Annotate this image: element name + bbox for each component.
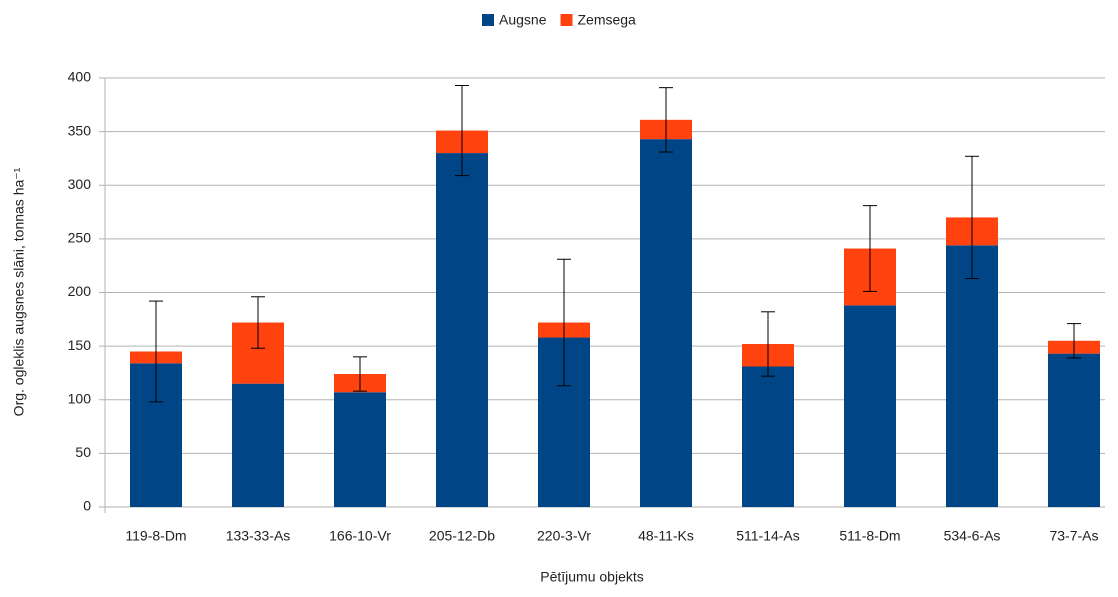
bar-segment [640,139,692,507]
error-bar [353,356,367,392]
bar-segment [436,153,488,507]
bar-segment [946,245,998,507]
legend-swatch [482,14,494,26]
error-bar [965,155,979,280]
error-bar [149,300,163,403]
x-tick-label: 220-3-Vr [537,528,591,544]
error-bar [863,205,877,292]
error-bar [557,258,571,387]
bar-segment [1048,353,1100,507]
x-tick-label: 534-6-As [944,528,1001,544]
bar-segment [232,383,284,507]
x-tick-label: 119-8-Dm [125,528,186,544]
y-tick-label: 250 [68,230,92,246]
x-tick-label: 511-14-As [736,528,800,544]
error-bar [761,311,775,377]
x-tick-label: 166-10-Vr [329,528,391,544]
y-tick-label: 0 [83,498,91,514]
legend-label: Zemsega [577,12,636,28]
legend-swatch [560,14,573,26]
error-bar [455,85,469,177]
y-tick-label: 400 [68,69,92,85]
bar-segment [334,392,386,507]
y-tick-label: 150 [68,337,92,353]
y-tick-label: 100 [68,390,92,406]
error-bar [659,87,673,153]
x-tick-label: 48-11-Ks [638,528,694,544]
x-tick-label: 133-33-As [226,528,291,544]
x-tick-label: 205-12-Db [429,528,495,544]
x-tick-label: 73-7-As [1049,528,1098,544]
y-axis-label: Org. ogleklis augsnes slāni, tonnas ha⁻¹ [11,167,27,416]
legend-label: Augsne [499,12,547,28]
x-axis-label: Pētījumu objekts [540,569,644,585]
x-tick-label: 511-8-Dm [839,528,900,544]
y-tick-label: 50 [75,444,91,460]
y-tick-label: 300 [68,176,92,192]
bar-segment [844,305,896,507]
y-tick-label: 350 [68,122,92,138]
y-tick-label: 200 [68,283,92,299]
error-bar [1067,323,1081,359]
bar-segment [742,366,794,507]
error-bar [251,296,265,349]
